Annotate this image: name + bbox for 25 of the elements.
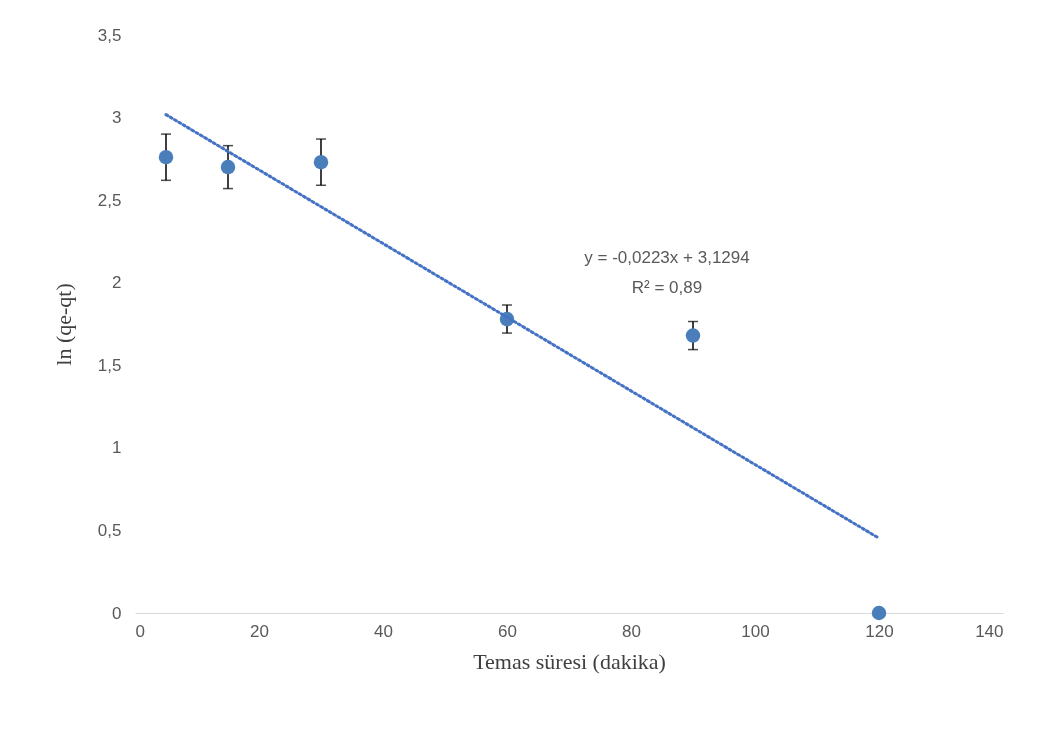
y-tick-label: 1,5 — [97, 355, 122, 375]
y-axis-title: ln (qe-qt) — [50, 283, 76, 366]
point — [220, 159, 236, 175]
y-tick-label: 2 — [112, 273, 122, 293]
x-axis-title: Temas süresi (dakika) — [473, 648, 666, 674]
annotation: y = -0,0223x + 3,1294 — [584, 248, 750, 267]
x-tick-label: 140 — [975, 621, 1004, 641]
x-tick-label: 100 — [741, 621, 770, 641]
y-tick-label: 0 — [112, 603, 122, 623]
x-tick-label: 80 — [622, 621, 641, 641]
point — [313, 154, 329, 170]
x-tick-label: 0 — [135, 621, 145, 641]
y-tick-label: 3 — [112, 108, 122, 128]
y-tick-label: 0,5 — [97, 520, 122, 540]
point — [158, 149, 174, 165]
point — [871, 605, 887, 621]
y-tick-label: 1 — [112, 438, 122, 458]
x-tick-label: 20 — [250, 621, 269, 641]
x-tick-label: 60 — [498, 621, 517, 641]
point — [685, 328, 701, 343]
y-tick-label: 3,5 — [97, 25, 122, 45]
annotation: R² = 0,89 — [631, 278, 703, 297]
y-tick-label: 2,5 — [97, 190, 122, 210]
x-tick-label: 40 — [374, 621, 393, 641]
x-tick-label: 120 — [865, 621, 894, 641]
